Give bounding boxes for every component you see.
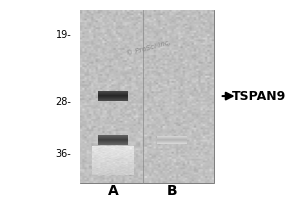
Text: B: B <box>167 184 178 198</box>
Text: © ProSci Inc.: © ProSci Inc. <box>125 39 171 57</box>
FancyBboxPatch shape <box>80 10 214 183</box>
Text: 28-: 28- <box>56 97 71 107</box>
Text: TSPAN9: TSPAN9 <box>232 90 286 103</box>
Text: A: A <box>107 184 118 198</box>
Text: 36-: 36- <box>56 149 71 159</box>
Text: 19-: 19- <box>56 30 71 40</box>
